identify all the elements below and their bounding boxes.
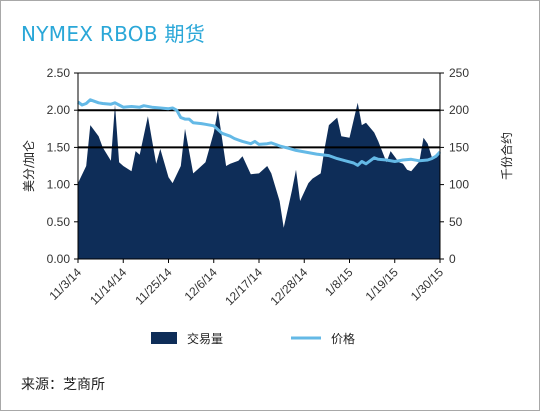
left-tick-label: 0.00 xyxy=(47,252,71,266)
legend-label-price: 价格 xyxy=(331,331,355,346)
x-tick-label: 1/8/15 xyxy=(322,265,356,299)
legend-label-volume: 交易量 xyxy=(187,331,223,346)
x-tick-label: 1/30/15 xyxy=(408,265,446,303)
left-tick-label: 1.50 xyxy=(47,140,71,154)
left-tick-label: 2.00 xyxy=(47,103,71,117)
x-tick-label: 11/25/14 xyxy=(132,265,175,308)
chart-title: NYMEX RBOB 期货 xyxy=(21,22,206,46)
x-tick-label: 12/28/14 xyxy=(267,265,310,308)
right-tick-label: 100 xyxy=(449,178,469,192)
x-tick-label: 11/14/14 xyxy=(87,265,130,308)
left-tick-label: 2.50 xyxy=(47,66,71,80)
right-tick-label: 0 xyxy=(449,252,456,266)
x-tick-label: 1/19/15 xyxy=(363,265,401,303)
left-tick-label: 0.50 xyxy=(47,215,71,229)
right-axis-title: 千份合约 xyxy=(499,132,514,180)
price-line xyxy=(77,98,442,167)
legend-swatch-volume xyxy=(151,332,177,344)
right-tick-label: 250 xyxy=(449,66,469,80)
right-tick-label: 200 xyxy=(449,103,469,117)
right-tick-label: 50 xyxy=(449,215,463,229)
x-tick-label: 12/17/14 xyxy=(222,265,265,308)
source-note: 来源：芝商所 xyxy=(21,377,105,393)
x-tick-label: 12/6/14 xyxy=(182,265,220,303)
left-axis-title: 美分/加仑 xyxy=(22,140,36,192)
volume-area xyxy=(78,102,440,259)
left-tick-label: 1.00 xyxy=(47,178,71,192)
x-tick-label: 11/3/14 xyxy=(47,265,85,303)
right-tick-label: 150 xyxy=(449,140,469,154)
